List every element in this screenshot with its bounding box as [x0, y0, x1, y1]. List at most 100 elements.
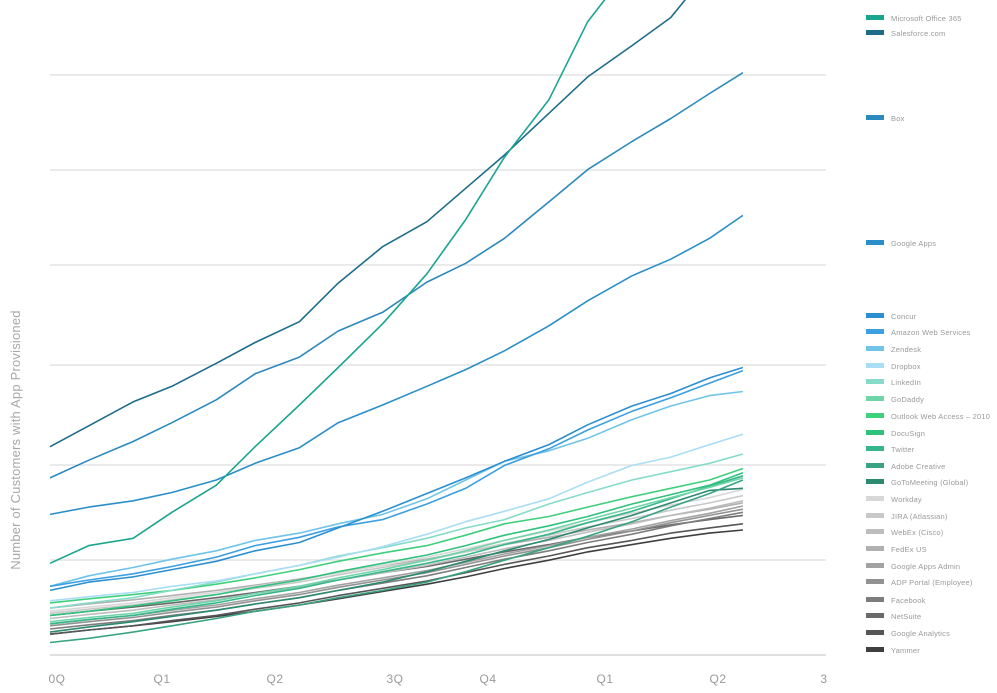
- legend-item: WebEx (Cisco): [866, 528, 944, 537]
- series-line: [49, 471, 744, 617]
- legend-item: Salesforce.com: [866, 29, 946, 38]
- series-line: [49, 488, 744, 613]
- legend-item: Google Apps: [866, 239, 936, 248]
- legend-item: DocuSign: [866, 429, 925, 438]
- legend-swatch: [866, 115, 884, 120]
- legend-label: GoToMeeting (Global): [891, 478, 969, 487]
- legend-label: Adobe Creative: [891, 462, 946, 471]
- series-line: [49, 523, 743, 635]
- legend-swatch: [866, 546, 884, 551]
- legend-label: Twitter: [891, 445, 915, 454]
- legend-item: Twitter: [866, 445, 915, 454]
- legend-label: Amazon Web Services: [891, 328, 971, 337]
- legend-label: Microsoft Office 365: [891, 14, 962, 23]
- legend-label: Yammer: [891, 646, 920, 655]
- legend-label: Concur: [891, 312, 917, 321]
- y-axis-label: Number of Customers with App Provisioned: [8, 310, 23, 570]
- legend-label: GoDaddy: [891, 395, 924, 404]
- legend-label: WebEx (Cisco): [891, 528, 944, 537]
- legend-swatch: [866, 579, 884, 584]
- legend-swatch: [866, 313, 884, 318]
- series-line: [49, 502, 744, 609]
- legend-label: LinkedIn: [891, 378, 921, 387]
- series-line: [49, 475, 744, 625]
- x-tick-label: Q2: [709, 672, 726, 686]
- legend-swatch: [866, 563, 884, 568]
- legend-swatch: [866, 430, 884, 435]
- x-tick-labels: 0Q Q1 Q2 3Q Q4 Q1 Q2 3: [48, 672, 827, 686]
- series-line: [49, 505, 744, 625]
- legend-swatch: [866, 329, 884, 334]
- gridlines: [50, 74, 826, 561]
- legend-label: Google Apps Admin: [891, 562, 960, 571]
- series-line: [49, 72, 744, 479]
- series-line: [49, 487, 743, 633]
- legend-item: Workday: [866, 495, 922, 504]
- series-line: [49, 0, 606, 565]
- series-line: [49, 366, 744, 592]
- legend-swatch: [866, 396, 884, 401]
- series-line: [49, 479, 744, 644]
- legend-item: JIRA (Atlassian): [866, 512, 948, 521]
- legend-swatch: [866, 630, 884, 635]
- legend-swatch: [866, 647, 884, 652]
- series-line: [49, 529, 743, 635]
- series-line: [49, 477, 744, 623]
- series-line: [49, 369, 744, 588]
- legend-label: Box: [891, 114, 905, 123]
- legend-item: GoToMeeting (Global): [866, 478, 969, 487]
- legend-item: Amazon Web Services: [866, 328, 971, 337]
- series-line: [49, 467, 744, 604]
- series-line: [49, 453, 744, 609]
- series-line: [49, 494, 744, 615]
- series-line: [49, 390, 743, 588]
- legend-label: Google Apps: [891, 239, 936, 248]
- legend-swatch: [866, 240, 884, 245]
- legend-item: ADP Portal (Employee): [866, 578, 973, 587]
- legend-swatch: [866, 513, 884, 518]
- legend-swatch: [866, 479, 884, 484]
- legend-item: Box: [866, 114, 905, 123]
- legend-item: Dropbox: [866, 362, 921, 371]
- legend-item: Zendesk: [866, 345, 921, 354]
- series-line: [49, 433, 744, 602]
- legend-item: Google Analytics: [866, 629, 950, 638]
- legend-item: Facebook: [866, 596, 926, 605]
- x-tick-label: Q1: [596, 672, 613, 686]
- legend-item: NetSuite: [866, 612, 921, 621]
- legend-label: ADP Portal (Employee): [891, 578, 973, 587]
- x-tick-label: Q2: [266, 672, 283, 686]
- series-lines: [49, 0, 744, 644]
- legend-item: Adobe Creative: [866, 462, 946, 471]
- legend-item: Google Apps Admin: [866, 562, 960, 571]
- legend-label: Facebook: [891, 596, 926, 605]
- legend-item: GoDaddy: [866, 395, 924, 404]
- legend-swatch: [866, 446, 884, 451]
- legend-swatch: [866, 463, 884, 468]
- x-tick-label: Q1: [153, 672, 170, 686]
- series-line: [49, 500, 744, 620]
- legend-swatch: [866, 413, 884, 418]
- legend-swatch: [866, 597, 884, 602]
- legend-swatch: [866, 363, 884, 368]
- legend-label: DocuSign: [891, 429, 925, 438]
- legend-label: NetSuite: [891, 612, 921, 621]
- legend-swatch: [866, 346, 884, 351]
- legend: Microsoft Office 365 Salesforce.com Box Goo…: [866, 14, 990, 655]
- legend-swatch: [866, 30, 884, 35]
- legend-item: Outlook Web Access – 2010: [866, 412, 990, 421]
- legend-label: Salesforce.com: [891, 29, 946, 38]
- legend-swatch: [866, 379, 884, 384]
- series-line: [49, 0, 687, 448]
- legend-swatch: [866, 15, 884, 20]
- legend-label: Google Analytics: [891, 629, 950, 638]
- legend-label: Outlook Web Access – 2010: [891, 412, 990, 421]
- legend-item: Concur: [866, 312, 917, 321]
- legend-item: Yammer: [866, 646, 920, 655]
- legend-label: Dropbox: [891, 362, 921, 371]
- legend-label: Zendesk: [891, 345, 921, 354]
- series-line: [49, 214, 744, 516]
- legend-label: FedEx US: [891, 545, 927, 554]
